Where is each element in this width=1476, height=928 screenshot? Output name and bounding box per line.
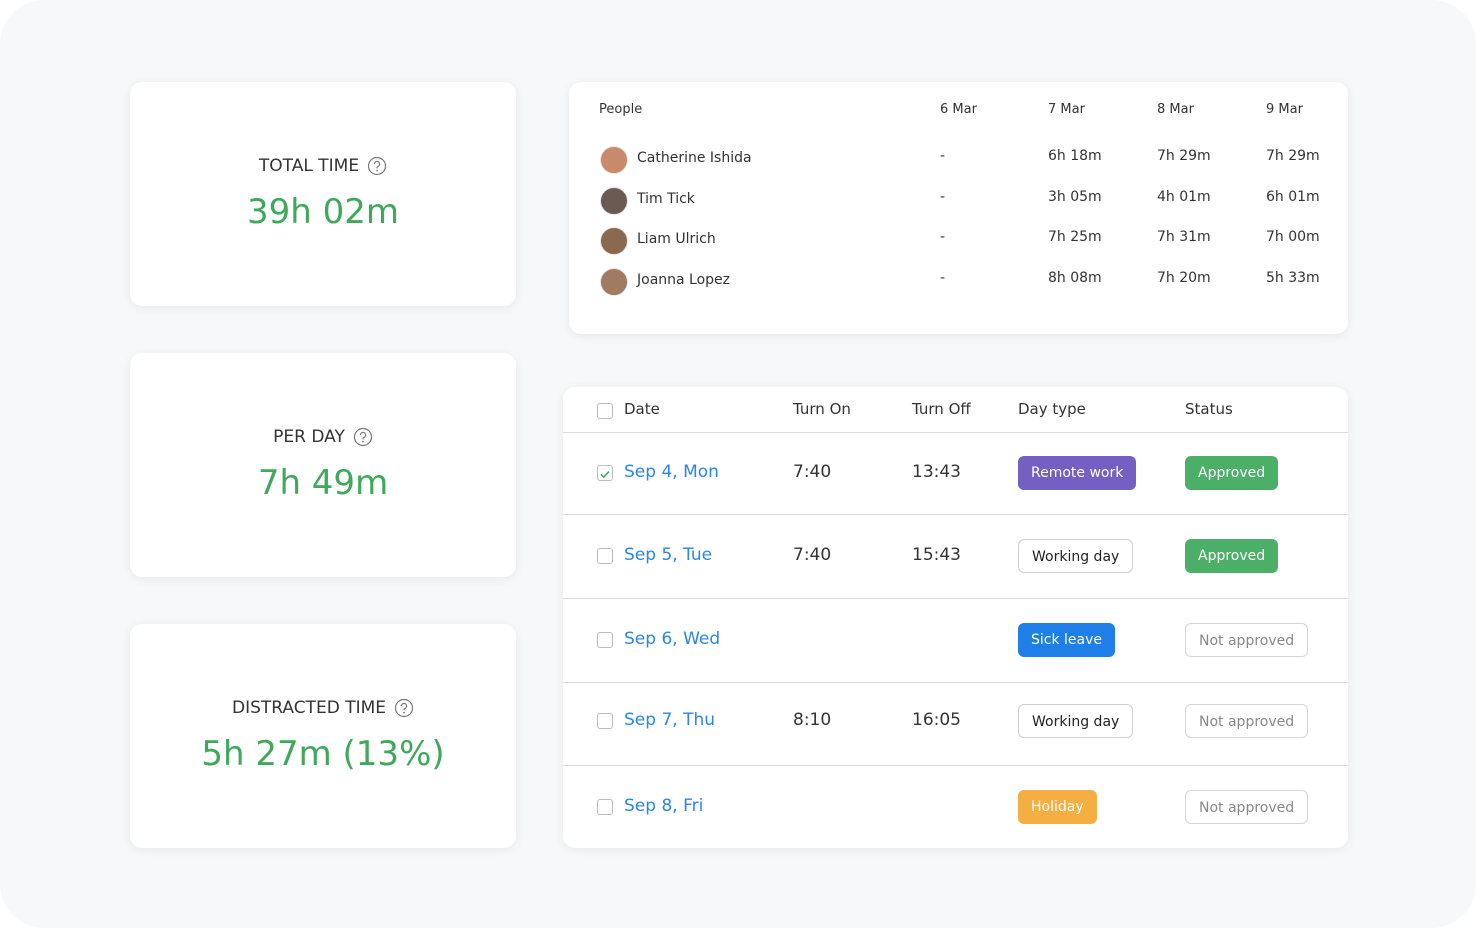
stat-value: 5h 27m (13%) xyxy=(201,734,445,774)
column-header: 8 Mar xyxy=(1157,102,1194,117)
stat-label: DISTRACTED TIME xyxy=(231,698,387,718)
turn-off: 16:05 xyxy=(912,710,961,730)
divider xyxy=(563,432,1348,433)
stat-card: DISTRACTED TIME 5h 27m (13%) xyxy=(130,624,516,848)
select-all-checkbox[interactable] xyxy=(597,403,613,419)
avatar xyxy=(600,186,628,215)
column-header: Turn Off xyxy=(912,400,971,418)
help-icon[interactable] xyxy=(353,427,373,447)
day-type-badge: Working day xyxy=(1018,539,1134,573)
hours-cell: - xyxy=(940,148,946,164)
hours-cell: 7h 25m xyxy=(1048,229,1102,245)
stat-header: TOTAL TIME xyxy=(130,156,516,176)
help-icon[interactable] xyxy=(394,698,414,718)
check-mark xyxy=(600,470,610,479)
day-type-badge: Holiday xyxy=(1018,790,1097,824)
date-link[interactable]: Sep 6, Wed xyxy=(624,629,721,649)
column-header: Day type xyxy=(1018,400,1086,418)
stat-label: PER DAY xyxy=(273,427,345,447)
column-header: 6 Mar xyxy=(940,102,977,117)
date-link[interactable]: Sep 4, Mon xyxy=(624,462,719,482)
column-header: 7 Mar xyxy=(1048,102,1085,117)
date-link[interactable]: Sep 8, Fri xyxy=(624,796,704,816)
hours-cell: 7h 29m xyxy=(1266,148,1320,164)
stat-header: PER DAY xyxy=(130,427,516,447)
person-name: Catherine Ishida xyxy=(637,150,752,166)
avatar xyxy=(600,146,628,174)
day-type-badge: Remote work xyxy=(1018,456,1137,490)
stat-card: PER DAY 7h 49m xyxy=(130,353,516,577)
people-table: People 6 Mar 7 Mar 8 Mar 9 Mar Catherine Ishi… xyxy=(569,82,1348,334)
hours-cell: 7h 29m xyxy=(1157,148,1211,164)
column-header: Turn On xyxy=(793,400,851,418)
stat-card: TOTAL TIME 39h 02m xyxy=(130,82,516,306)
help-icon[interactable] xyxy=(367,156,387,176)
row-checkbox[interactable] xyxy=(597,632,613,648)
person-name: Liam Ulrich xyxy=(637,231,716,247)
column-header: Status xyxy=(1185,400,1233,418)
day-type-badge: Sick leave xyxy=(1018,623,1116,657)
hours-cell: 7h 00m xyxy=(1266,229,1320,245)
turn-on: 7:40 xyxy=(793,462,832,482)
date-link[interactable]: Sep 5, Tue xyxy=(624,545,713,565)
turn-off: 13:43 xyxy=(912,462,961,482)
row-checkbox[interactable] xyxy=(597,548,613,564)
hours-cell: - xyxy=(940,188,946,205)
avatar xyxy=(600,267,628,296)
hours-cell: 7h 20m xyxy=(1157,269,1211,286)
timesheet-table: Date Turn On Turn Off Day type Status Sep 4, … xyxy=(563,387,1348,848)
hours-cell: 4h 01m xyxy=(1157,188,1211,205)
row-checkbox[interactable] xyxy=(597,465,613,481)
turn-on: 8:10 xyxy=(793,710,832,730)
stat-header: DISTRACTED TIME xyxy=(130,698,516,718)
column-header: People xyxy=(599,102,643,117)
stat-value: 7h 49m xyxy=(257,463,389,503)
hours-cell: 3h 05m xyxy=(1048,188,1102,205)
hours-cell: - xyxy=(940,229,946,245)
turn-off: 15:43 xyxy=(912,545,961,565)
hours-cell: 6h 18m xyxy=(1048,148,1102,164)
row-checkbox[interactable] xyxy=(597,713,613,729)
status-badge: Not approved xyxy=(1185,623,1309,657)
stat-value: 39h 02m xyxy=(246,192,399,232)
hours-cell: 6h 01m xyxy=(1266,188,1320,205)
date-link[interactable]: Sep 7, Thu xyxy=(624,710,716,730)
divider xyxy=(563,682,1348,683)
divider xyxy=(563,598,1348,599)
person-name: Joanna Lopez xyxy=(637,271,731,288)
hours-cell: 8h 08m xyxy=(1048,269,1102,286)
avatar xyxy=(600,227,628,255)
column-header: 9 Mar xyxy=(1266,102,1303,117)
person-name: Tim Tick xyxy=(637,190,695,207)
divider xyxy=(563,514,1348,515)
day-type-badge: Working day xyxy=(1018,704,1134,738)
stat-label: TOTAL TIME xyxy=(258,156,360,176)
status-badge: Not approved xyxy=(1185,704,1309,738)
hours-cell: 5h 33m xyxy=(1266,269,1320,286)
column-header: Date xyxy=(624,400,660,418)
status-badge: Approved xyxy=(1185,456,1279,490)
turn-on: 7:40 xyxy=(793,545,832,565)
hours-cell: - xyxy=(940,269,946,286)
hours-cell: 7h 31m xyxy=(1157,229,1211,245)
status-badge: Not approved xyxy=(1185,790,1309,824)
status-badge: Approved xyxy=(1185,539,1279,573)
divider xyxy=(563,765,1348,766)
row-checkbox[interactable] xyxy=(597,799,613,815)
